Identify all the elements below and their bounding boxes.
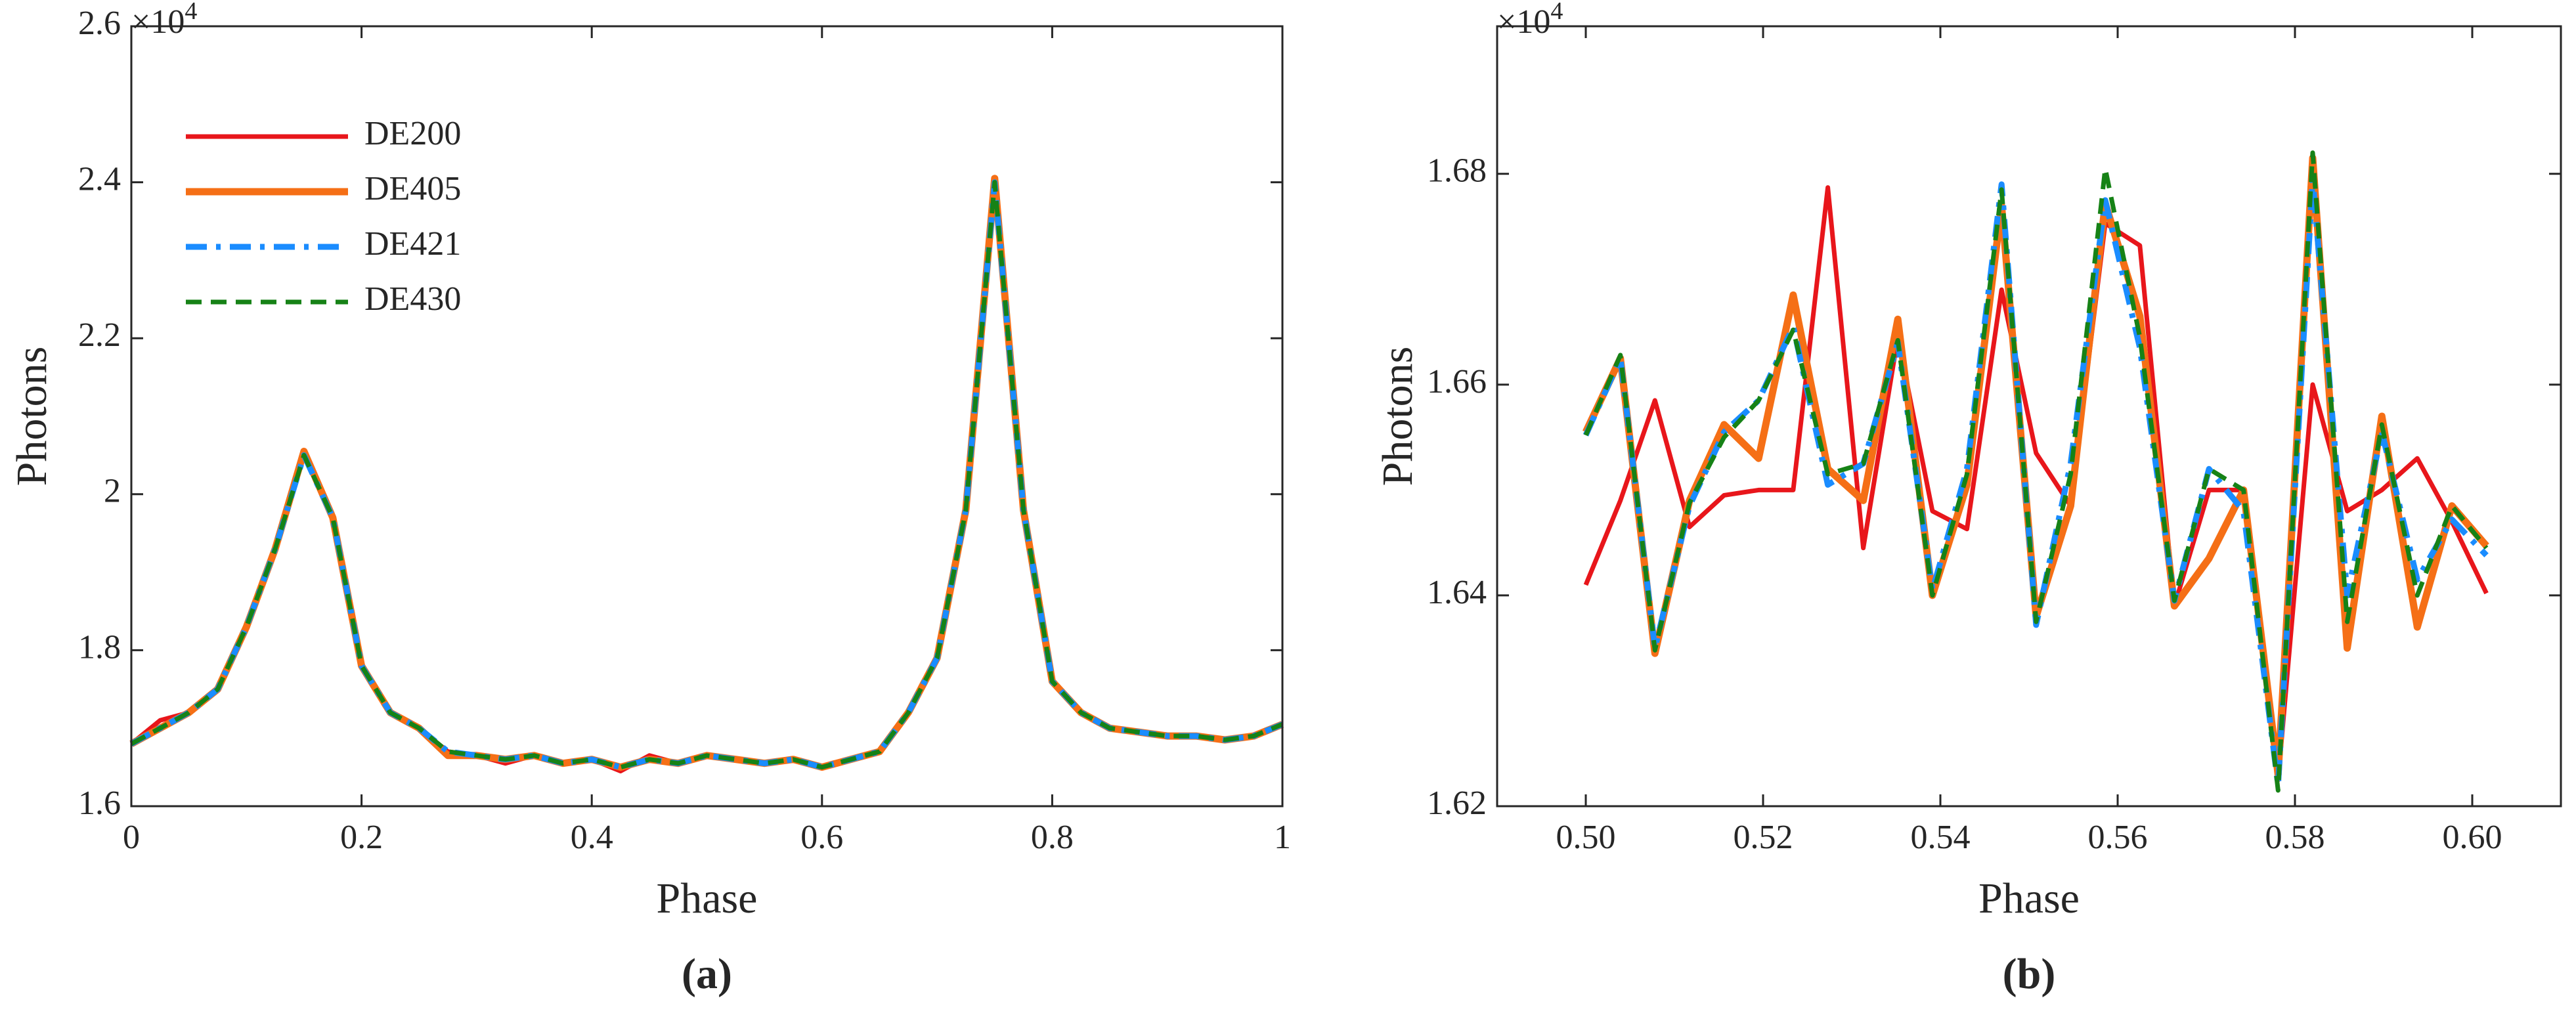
series-line bbox=[129, 179, 1284, 771]
plot-area bbox=[131, 26, 1282, 806]
y-axis-label: Photons bbox=[8, 347, 56, 486]
legend-label: DE430 bbox=[364, 280, 461, 318]
y-tick-label: 1.6 bbox=[78, 785, 121, 822]
exponent-power: 4 bbox=[185, 0, 197, 25]
axes: 0.50 0.52 0.54 0.56 0.58 0.60 1.62 1.64 1.66 1.68… bbox=[1374, 0, 2562, 998]
legend-label: DE405 bbox=[364, 170, 461, 207]
x-tick-label: 0.2 bbox=[340, 819, 383, 856]
x-tick-label: 0.6 bbox=[800, 819, 843, 856]
x-tick-label: 0.4 bbox=[571, 819, 613, 856]
axes-box bbox=[1496, 25, 2562, 808]
legend-label: DE200 bbox=[364, 115, 461, 152]
y-tick-label: 1.68 bbox=[1427, 152, 1487, 190]
x-tick-label: 0.54 bbox=[1911, 819, 1971, 856]
series-line bbox=[130, 180, 1284, 770]
x-tick-label: 0.50 bbox=[1556, 819, 1616, 856]
y-tick-label: 1.8 bbox=[78, 628, 121, 666]
x-tick-label: 0.52 bbox=[1734, 819, 1793, 856]
caption: (a) bbox=[682, 950, 732, 998]
series-line bbox=[1583, 150, 2489, 793]
y-tick-label: 2.4 bbox=[78, 161, 121, 198]
x-tick-label: 0.58 bbox=[2265, 819, 2325, 856]
y-tick-label: 2 bbox=[104, 473, 121, 510]
y-exponent: ×104 bbox=[131, 0, 197, 41]
x-tick-label: 0.8 bbox=[1031, 819, 1074, 856]
axes-box bbox=[130, 25, 1284, 808]
x-tick-label: 0.60 bbox=[2443, 819, 2502, 856]
axes: 0 0.2 0.4 0.6 0.8 1 1.6 1.8 2 2.2 2.4 2.6 ×104 Phase P… bbox=[8, 0, 1291, 998]
y-tick-label: 1.62 bbox=[1427, 785, 1487, 822]
legend-label: DE421 bbox=[364, 225, 461, 263]
exponent-base: ×10 bbox=[131, 3, 185, 41]
x-tick-label: 1 bbox=[1274, 819, 1291, 856]
y-exponent: ×104 bbox=[1497, 0, 1563, 41]
x-axis-label: Phase bbox=[1978, 874, 2080, 922]
exponent-base: ×10 bbox=[1497, 3, 1550, 41]
y-tick-label: 1.64 bbox=[1427, 574, 1487, 611]
caption: (b) bbox=[2003, 950, 2056, 998]
x-tick-label: 0 bbox=[123, 819, 140, 856]
y-tick-label: 2.2 bbox=[78, 316, 121, 354]
x-tick-label: 0.56 bbox=[2088, 819, 2148, 856]
exponent-power: 4 bbox=[1550, 0, 1563, 25]
y-tick-label: 2.6 bbox=[78, 5, 121, 42]
y-tick-label: 1.66 bbox=[1427, 363, 1487, 400]
x-axis-label: Phase bbox=[657, 874, 758, 922]
y-axis-label: Photons bbox=[1374, 347, 1422, 486]
